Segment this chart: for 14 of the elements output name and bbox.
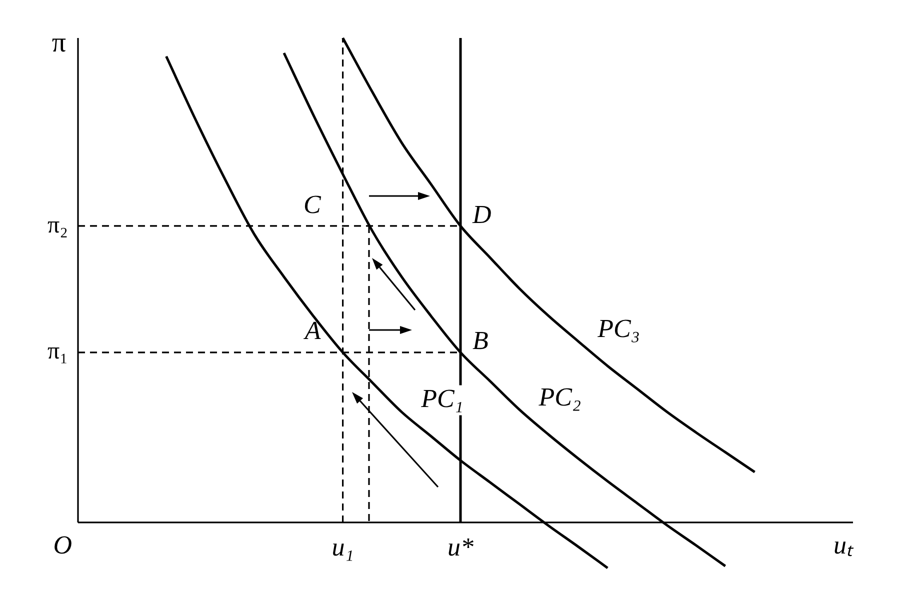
series-label: PC₃ — [596, 314, 640, 343]
x-axis-title: uₜ — [834, 530, 854, 560]
annotation: B — [472, 326, 488, 356]
annotation: D — [472, 200, 492, 229]
text: O — [53, 530, 72, 560]
legend-label: PC₁ — [420, 384, 464, 414]
y-axis-title: π — [52, 27, 66, 58]
series-label: PC₂ — [538, 382, 582, 412]
annotation: C — [303, 190, 322, 219]
annotation: A — [302, 316, 321, 346]
series-label: π₁ — [48, 338, 68, 365]
series-label: π₂ — [48, 212, 68, 238]
x-tick-label: u* — [448, 532, 474, 562]
x-tick-label: u₁ — [332, 532, 354, 562]
